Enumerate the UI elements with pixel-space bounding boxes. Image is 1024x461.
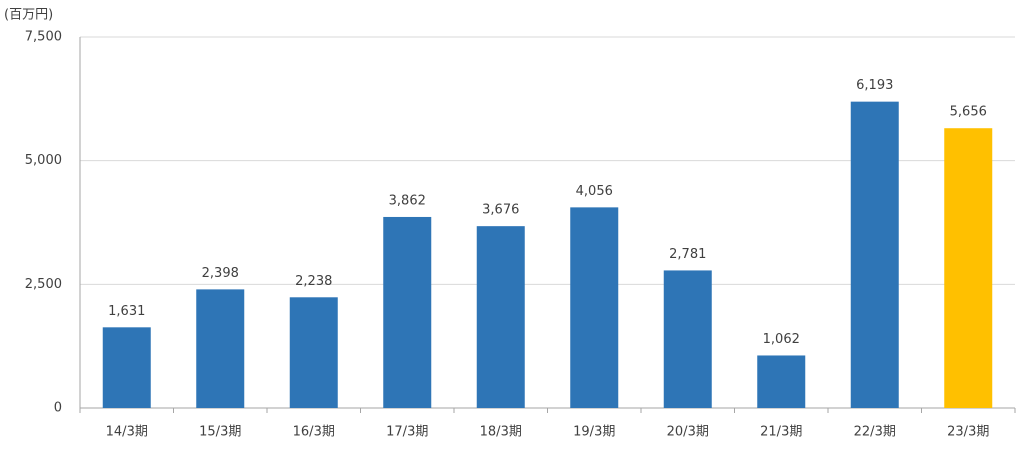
value-label: 5,656 <box>950 105 987 120</box>
bar <box>476 226 525 408</box>
bar <box>663 270 712 408</box>
x-tick-label: 17/3期 <box>386 425 428 440</box>
x-tick-label: 14/3期 <box>106 425 148 440</box>
bar <box>570 207 619 408</box>
x-tick-label: 18/3期 <box>480 425 522 440</box>
bar <box>383 216 432 408</box>
x-tick-label: 23/3期 <box>947 425 989 440</box>
value-label: 1,631 <box>108 304 145 319</box>
y-tick-label: 7,500 <box>25 30 62 45</box>
bar <box>102 327 151 408</box>
bar <box>289 297 338 408</box>
value-label: 2,398 <box>202 266 239 281</box>
unit-label: (百万円) <box>4 8 53 23</box>
bar <box>850 101 899 409</box>
x-tick-label: 20/3期 <box>667 425 709 440</box>
y-tick-label: 0 <box>54 401 62 416</box>
bar <box>944 128 993 408</box>
y-tick-label: 2,500 <box>25 277 62 292</box>
value-label: 2,238 <box>295 274 332 289</box>
x-tick-label: 21/3期 <box>760 425 802 440</box>
bar <box>196 289 245 408</box>
y-tick-label: 5,000 <box>25 153 62 168</box>
x-tick-label: 15/3期 <box>199 425 241 440</box>
value-label: 4,056 <box>576 184 613 199</box>
value-label: 3,862 <box>389 193 426 208</box>
bar <box>757 355 806 408</box>
value-label: 2,781 <box>669 247 706 262</box>
x-tick-label: 19/3期 <box>573 425 615 440</box>
value-label: 1,062 <box>763 332 800 347</box>
value-label: 6,193 <box>856 78 893 93</box>
value-label: 3,676 <box>482 203 519 218</box>
x-tick-label: 16/3期 <box>293 425 335 440</box>
x-tick-label: 22/3期 <box>854 425 896 440</box>
